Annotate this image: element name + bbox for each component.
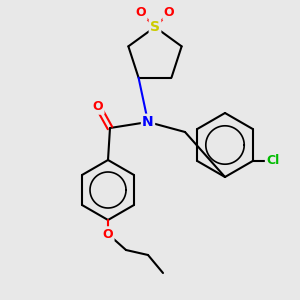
Text: O: O bbox=[136, 7, 146, 20]
Text: O: O bbox=[103, 227, 113, 241]
Text: Cl: Cl bbox=[266, 154, 279, 167]
Text: N: N bbox=[142, 115, 154, 129]
Text: S: S bbox=[150, 20, 160, 34]
Text: O: O bbox=[164, 7, 174, 20]
Text: O: O bbox=[93, 100, 103, 113]
